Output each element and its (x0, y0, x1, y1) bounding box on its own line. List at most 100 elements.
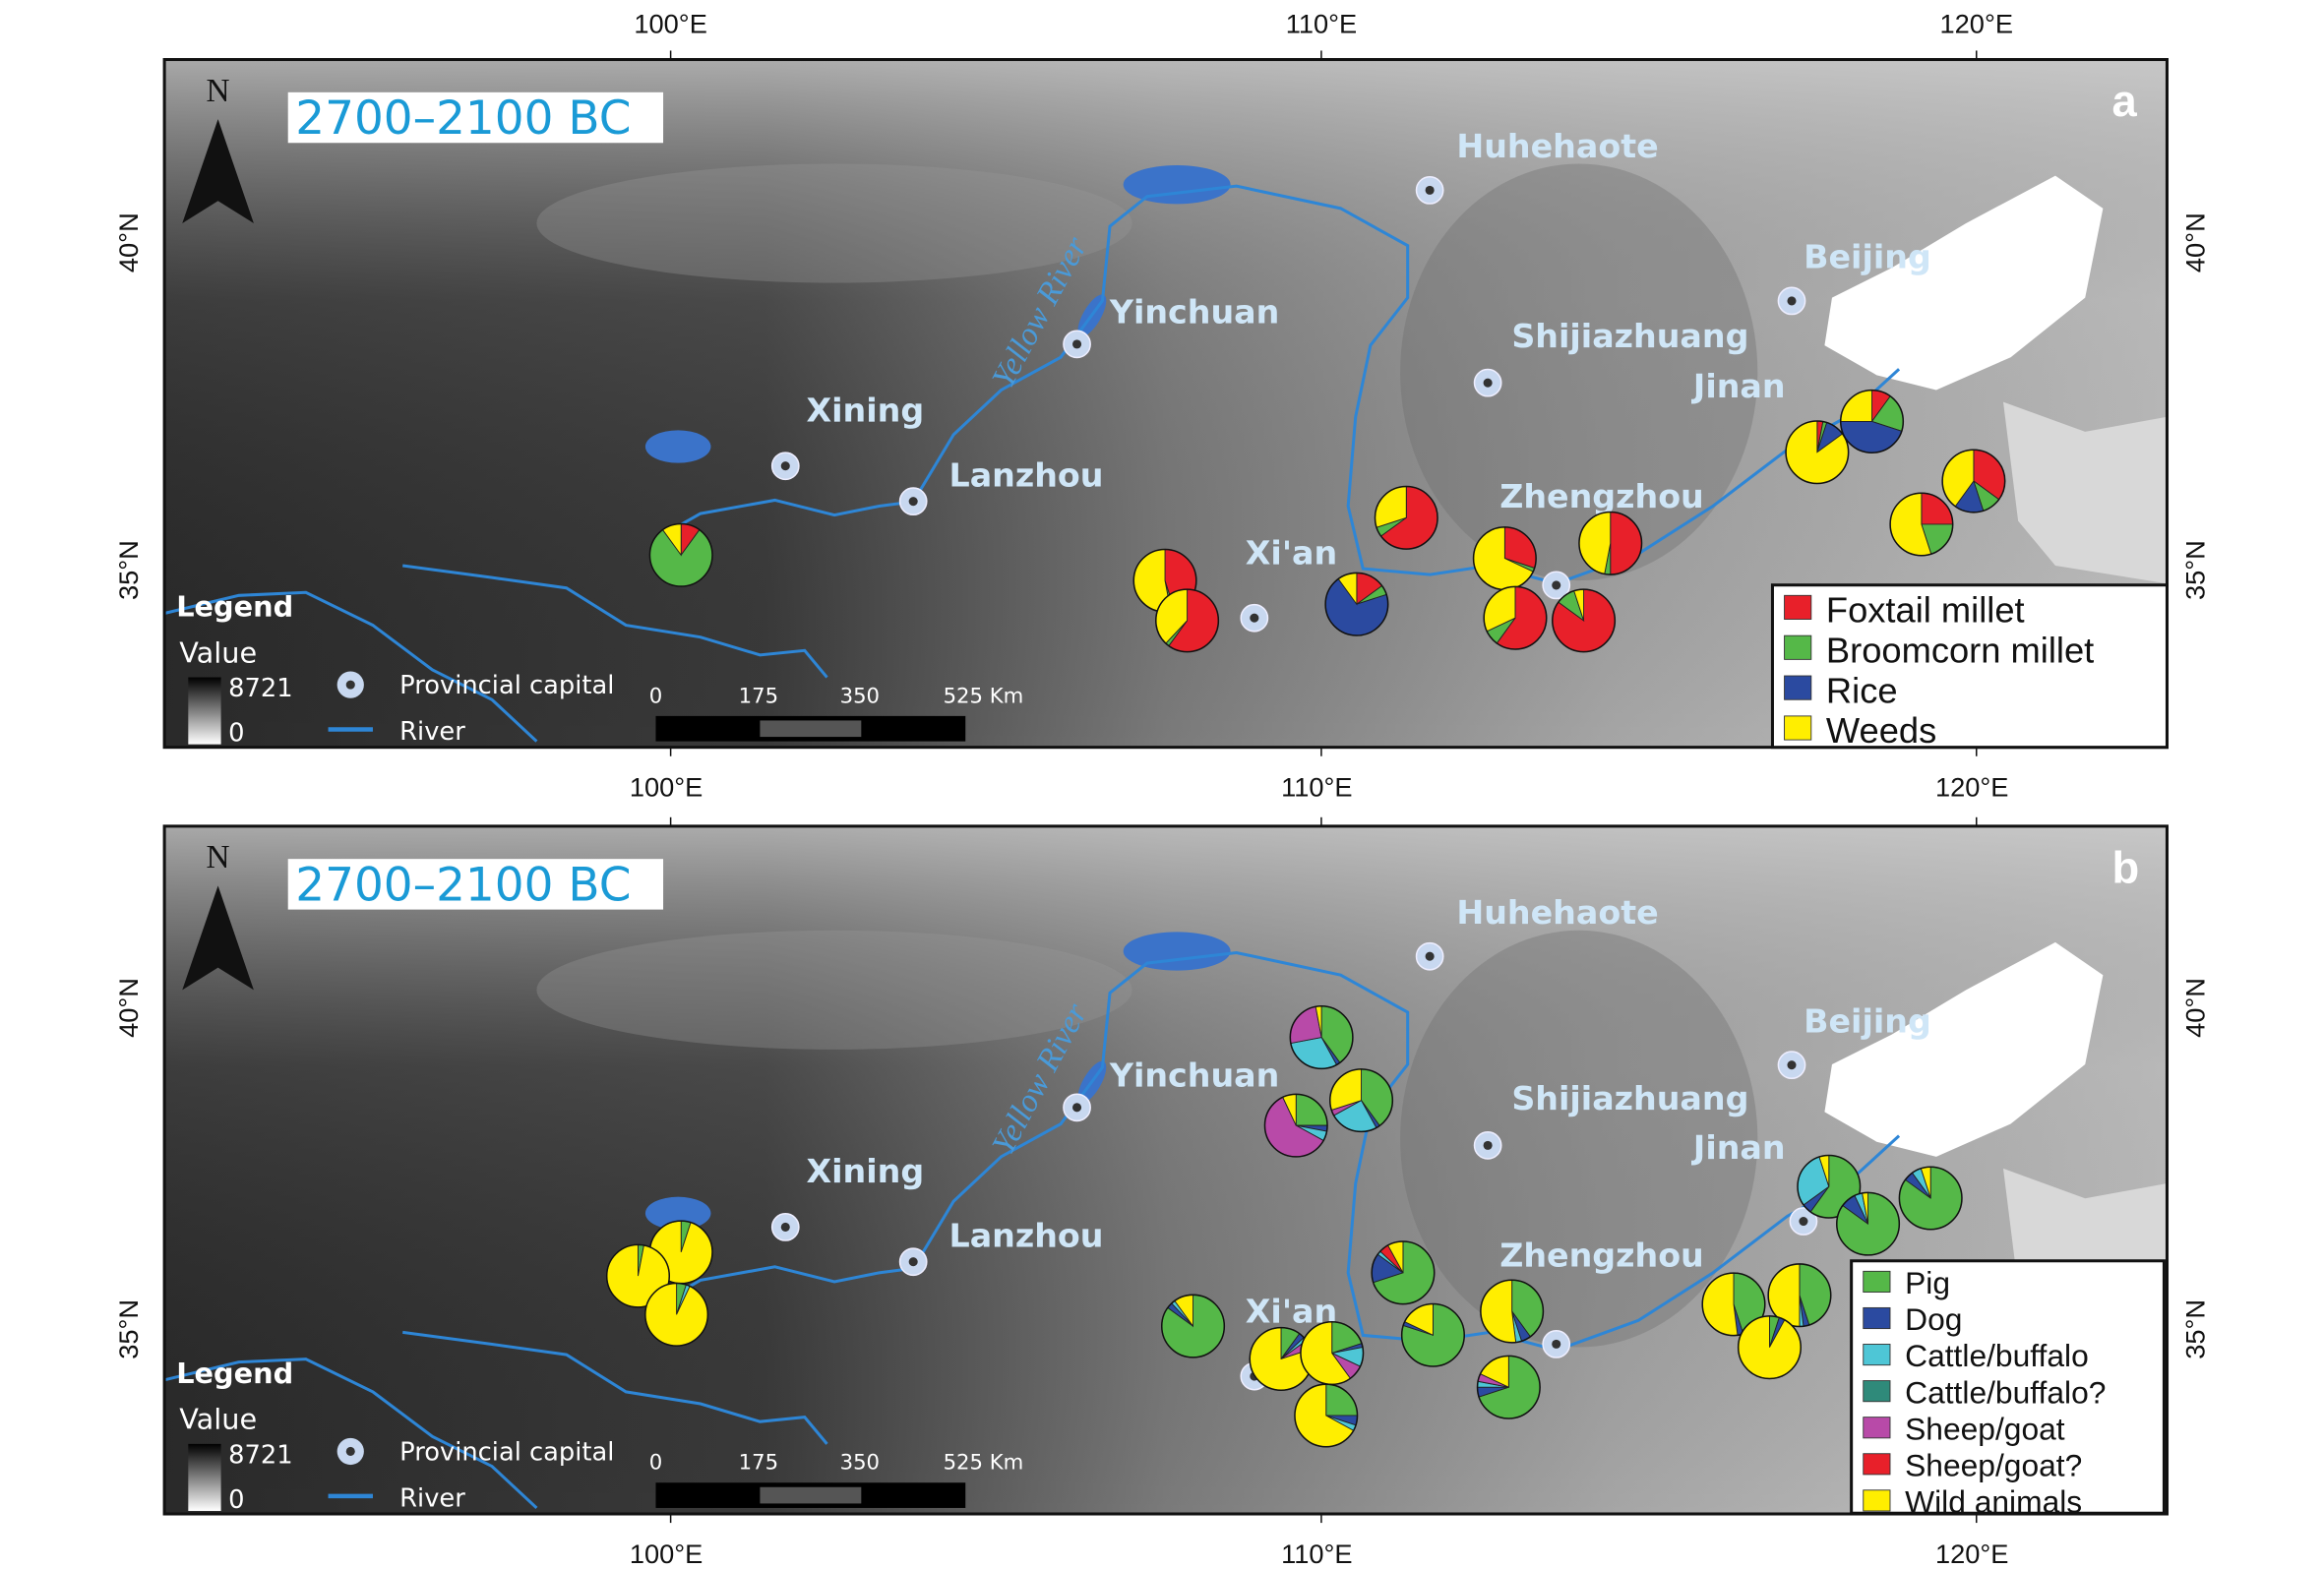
city-label: Xining (806, 391, 924, 429)
site-pie[interactable] (1263, 1093, 1328, 1158)
legend-swatch (1863, 1453, 1891, 1476)
city-zhengzhou: Zhengzhou (1499, 1237, 1704, 1358)
site-pie[interactable] (1294, 1383, 1359, 1448)
capital-legend-label: Provincial capital (399, 671, 614, 700)
city-shijiazhuang: Shijiazhuang (1473, 317, 1748, 397)
site-pie[interactable] (1329, 1068, 1394, 1133)
legend-swatch (1863, 1306, 1891, 1330)
site-pie[interactable] (1374, 485, 1438, 550)
site-pie[interactable] (1289, 1005, 1354, 1070)
legend-title: Legend (176, 589, 293, 623)
panel-letter: b (2111, 842, 2139, 892)
scale-label: 350 (840, 1450, 880, 1475)
site-pie[interactable] (1160, 1294, 1226, 1358)
north-label: N (207, 839, 230, 875)
lat-tick-label: 40°N (113, 212, 144, 272)
legend-label: Cattle/buffalo? (1905, 1374, 2106, 1410)
pie-charts (605, 1005, 1963, 1448)
site-pie[interactable] (1324, 572, 1389, 636)
site-pie[interactable] (1552, 588, 1617, 653)
lat-tick-label: 35°N (113, 1299, 144, 1359)
scale-label: 0 (649, 1450, 662, 1475)
river-legend-label: River (399, 717, 465, 747)
site-pie[interactable] (1472, 526, 1537, 591)
site-pie[interactable] (605, 1243, 671, 1308)
city-huhehaote: Huhehaote (1415, 893, 1659, 971)
lon-tick-label: 110°E (1281, 772, 1352, 803)
value-label: Value (179, 1403, 257, 1436)
city-label: Shijiazhuang (1511, 317, 1748, 355)
city-label: Xining (806, 1152, 924, 1190)
site-pie[interactable] (1400, 1302, 1465, 1367)
city-xining: Xining (770, 1152, 924, 1241)
lat-tick-label: 40°N (2179, 212, 2210, 272)
value-max: 8721 (228, 1441, 292, 1471)
city-label: Lanzhou (949, 1217, 1104, 1255)
city-beijing: Beijing (1777, 238, 1931, 316)
city-lanzhou: Lanzhou (898, 456, 1104, 516)
site-pie[interactable] (1889, 492, 1954, 557)
legend-label: Weeds (1826, 710, 1936, 751)
city-label: Huhehaote (1456, 127, 1658, 165)
site-pie[interactable] (1836, 1191, 1901, 1256)
legend-swatch (1784, 634, 1812, 660)
site-pie[interactable] (1785, 420, 1850, 485)
city-label: Jinan (1691, 1128, 1786, 1167)
north-label: N (207, 73, 230, 109)
lon-tick-label: 120°E (1940, 8, 2013, 38)
city-xining: Xining (770, 391, 924, 481)
legend-label: Broomcorn millet (1826, 630, 2094, 670)
city-label: Xi'an (1246, 534, 1337, 573)
city-yinchuan: Yinchuan (1063, 1056, 1279, 1122)
legend-label: Cattle/buffalo (1905, 1338, 2089, 1373)
site-pie[interactable] (1839, 389, 1905, 453)
north-arrow-icon (182, 885, 254, 991)
value-min: 0 (228, 1485, 244, 1515)
city-zhengzhou: Zhengzhou (1499, 477, 1704, 600)
city-label: Yinchuan (1109, 293, 1279, 332)
city-label: Shijiazhuang (1511, 1079, 1748, 1117)
city-label: Jinan (1691, 367, 1786, 405)
site-pie[interactable] (1767, 1263, 1832, 1328)
site-pie[interactable] (1300, 1321, 1365, 1386)
period-box (287, 859, 664, 910)
site-pie[interactable] (1483, 585, 1548, 650)
site-pie[interactable] (1476, 1355, 1541, 1419)
legend-swatch (1863, 1417, 1891, 1439)
legend-swatch (1784, 675, 1812, 700)
legend-label: Wild animals (1905, 1483, 2082, 1519)
cities: Huhehaote Beijing Yinchuan Shijiazhuang Xini… (770, 127, 1931, 633)
scale-label: 175 (739, 683, 778, 707)
city-beijing: Beijing (1777, 1001, 1931, 1080)
city-label: Huhehaote (1456, 893, 1658, 932)
site-pie[interactable] (1941, 449, 2006, 513)
north-arrow-icon (182, 119, 254, 223)
site-pie[interactable] (648, 522, 713, 587)
lat-tick-label: 40°N (113, 978, 144, 1038)
elevation-ramp (188, 677, 221, 745)
city-xian: Xi'an (1240, 534, 1337, 633)
city-label: Yinchuan (1109, 1056, 1279, 1095)
city-label: Lanzhou (949, 456, 1104, 495)
legend-swatch (1784, 594, 1812, 620)
legend-label: Pig (1905, 1265, 1950, 1300)
scale-label: 0 (649, 683, 662, 707)
site-pie[interactable] (1898, 1166, 1963, 1231)
city-jinan: Jinan (1691, 1128, 1818, 1236)
site-pie[interactable] (1737, 1315, 1803, 1380)
site-pie[interactable] (1155, 588, 1220, 653)
site-pie[interactable] (1371, 1240, 1436, 1305)
legend-label: Sheep/goat (1905, 1411, 2065, 1446)
scale-label: 350 (840, 683, 880, 707)
lon-tick-label: 100°E (630, 1539, 703, 1569)
value-max: 8721 (228, 674, 292, 703)
city-yinchuan: Yinchuan (1063, 293, 1279, 359)
elevation-ramp (188, 1443, 221, 1511)
category-legend (1770, 583, 2169, 750)
site-pie[interactable] (1578, 511, 1643, 575)
panel-b: Yellow River HuhehaoteBeijingYinchuanShi… (162, 824, 2169, 1516)
lon-tick-label: 110°E (1281, 1539, 1352, 1569)
site-pie[interactable] (644, 1282, 709, 1347)
site-pie[interactable] (1480, 1279, 1545, 1344)
